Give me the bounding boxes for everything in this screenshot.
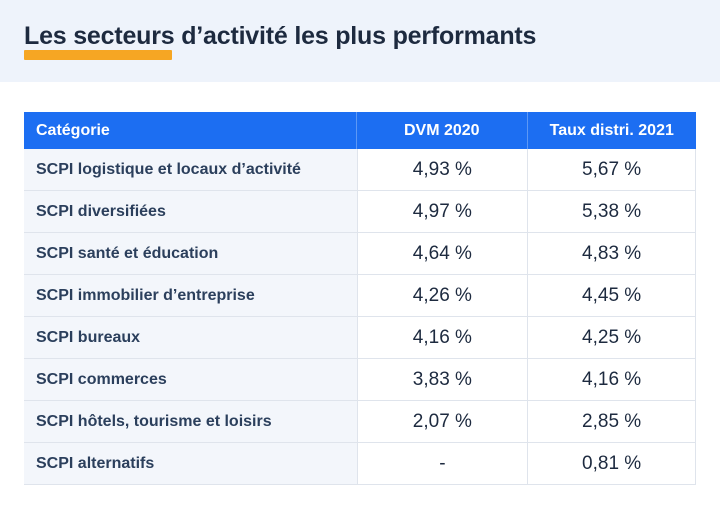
title-accent-underline	[24, 50, 172, 60]
dvm-2020-cell: 4,64 %	[356, 233, 528, 274]
taux-2021-cell: 0,81 %	[527, 443, 696, 484]
taux-2021-cell: 5,38 %	[527, 191, 696, 232]
taux-2021-cell: 4,45 %	[527, 275, 696, 316]
table-row: SCPI immobilier d’entreprise 4,26 % 4,45…	[24, 275, 696, 317]
table-row: SCPI diversifiées 4,97 % 5,38 %	[24, 191, 696, 233]
dvm-2020-cell: -	[356, 443, 528, 484]
table-row: SCPI logistique et locaux d’activité 4,9…	[24, 149, 696, 191]
category-cell: SCPI hôtels, tourisme et loisirs	[24, 401, 357, 442]
category-cell: SCPI bureaux	[24, 317, 357, 358]
page-title: Les secteurs d’activité les plus perform…	[24, 22, 537, 50]
dvm-2020-cell: 4,97 %	[356, 191, 528, 232]
title-wrap: Les secteurs d’activité les plus perform…	[24, 22, 537, 60]
table-row: SCPI alternatifs - 0,81 %	[24, 443, 696, 485]
column-header-category: Catégorie	[36, 121, 110, 139]
taux-2021-cell: 4,16 %	[527, 359, 696, 400]
taux-2021-cell: 4,83 %	[527, 233, 696, 274]
dvm-2020-cell: 4,26 %	[356, 275, 528, 316]
taux-2021-cell: 4,25 %	[527, 317, 696, 358]
dvm-2020-cell: 3,83 %	[356, 359, 528, 400]
dvm-2020-cell: 2,07 %	[356, 401, 528, 442]
category-cell: SCPI commerces	[24, 359, 357, 400]
table-row: SCPI santé et éducation 4,64 % 4,83 %	[24, 233, 696, 275]
table-row: SCPI hôtels, tourisme et loisirs 2,07 % …	[24, 401, 696, 443]
taux-2021-cell: 2,85 %	[527, 401, 696, 442]
dvm-2020-cell: 4,16 %	[356, 317, 528, 358]
table-header-row: Catégorie DVM 2020 Taux distri. 2021	[24, 112, 696, 149]
sector-performance-table: Catégorie DVM 2020 Taux distri. 2021 SCP…	[24, 112, 696, 485]
taux-2021-cell: 5,67 %	[527, 149, 696, 190]
category-cell: SCPI santé et éducation	[24, 233, 357, 274]
column-header-dvm-2020: DVM 2020	[356, 112, 526, 149]
column-header-taux-2021: Taux distri. 2021	[526, 112, 696, 149]
category-cell: SCPI diversifiées	[24, 191, 357, 232]
category-cell: SCPI alternatifs	[24, 443, 357, 484]
table-row: SCPI bureaux 4,16 % 4,25 %	[24, 317, 696, 359]
category-cell: SCPI immobilier d’entreprise	[24, 275, 357, 316]
title-banner: Les secteurs d’activité les plus perform…	[0, 0, 720, 82]
table-row: SCPI commerces 3,83 % 4,16 %	[24, 359, 696, 401]
dvm-2020-cell: 4,93 %	[356, 149, 528, 190]
category-cell: SCPI logistique et locaux d’activité	[24, 149, 357, 190]
